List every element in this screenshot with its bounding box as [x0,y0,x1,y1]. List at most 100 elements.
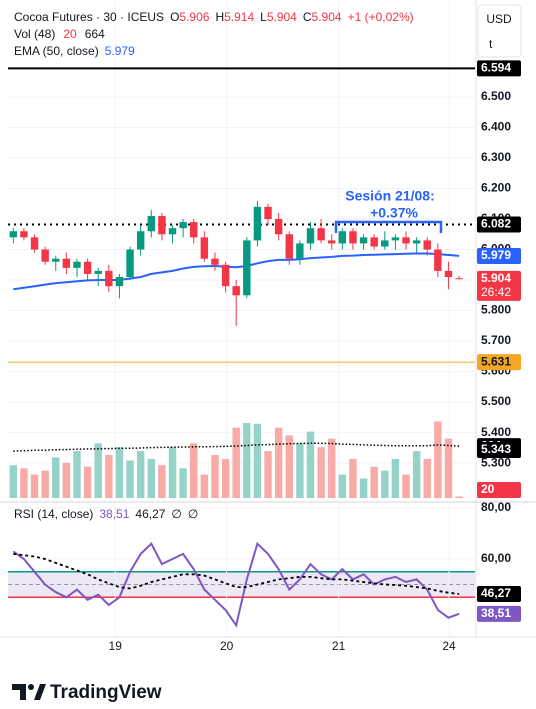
x-tick-label: 19 [109,639,123,653]
volume-bar [83,466,92,498]
candle-body [264,206,272,220]
candle-body [412,240,421,244]
candle-body [221,264,230,287]
high-value: 5.914 [224,10,254,24]
rsi-value-label-bg [477,586,521,603]
volume-bar [20,468,28,498]
x-tick-label: 20 [220,639,234,653]
price-level-label: 5.631 [481,354,511,368]
volume-bar [105,455,113,498]
rsi-value: 38,51 [99,507,129,521]
volume-bar [412,451,421,498]
low-value: 5.904 [267,10,297,24]
volume-bar [179,468,187,498]
candle-body [52,258,60,262]
currency-unit[interactable]: t [489,37,493,51]
currency[interactable]: USD [486,12,512,26]
logo[interactable]: TradingView [12,682,162,703]
candle-body [211,258,219,265]
price-level-label-bg [477,60,521,77]
price-level-label-bg [477,441,521,458]
candle-body [328,240,336,244]
volume-bar [126,460,134,498]
volume-bar [381,470,389,498]
candle-body [402,237,410,244]
volume-bar [200,474,209,498]
volume-bar [434,421,442,498]
volume-bar [253,423,262,498]
x-tick-label: 21 [332,639,346,653]
y-tick-label: 6.200 [481,181,511,195]
volume-ma-value: 664 [85,27,105,41]
candle-body [274,219,283,235]
volume-bar [190,443,198,498]
candle-body [296,243,304,259]
candle-body [349,231,357,244]
volume-bar [349,458,357,498]
candle-body [317,228,325,241]
logo-text[interactable]: TradingView [50,682,162,703]
candle-body [190,222,198,238]
candle-body [41,249,49,262]
rsi-legend: RSI (14, close) 38,51 46,27 ∅ ∅ [14,507,198,521]
volume-bar [455,496,463,498]
change-label: +1 (+0,02%) [348,10,414,24]
candle-body [9,231,18,238]
candle-body [338,231,347,244]
currency-box[interactable] [477,4,522,58]
open-value: 5.906 [179,10,209,24]
volume-bar [211,455,219,498]
ohlc-prefix: C [303,10,312,24]
candle-body [20,231,28,238]
ema-value: 5.979 [105,44,135,58]
volume-bar [168,447,177,498]
volume-bar [296,443,304,498]
candle-body [30,237,39,250]
candle-body [243,240,251,296]
price-level-label: 5.343 [481,442,511,456]
rsi-line [12,541,460,628]
countdown: 26:42 [481,285,511,299]
volume-bar [444,438,453,498]
volume-bar [30,474,39,498]
volume-bar [147,458,155,498]
candle-body [444,270,453,277]
candle-body [359,237,368,244]
rsi-ma-value: 46,27 [135,507,165,521]
candle-body [434,249,442,271]
y-tick-label: 5.800 [481,303,511,317]
volume-bar [402,474,410,498]
ohlc-prefix: O [170,10,179,24]
y-tick-label: 5.300 [481,455,511,469]
candle-body [455,278,463,280]
candle-body [391,237,400,241]
logo-icon[interactable] [34,684,46,700]
candle-body [126,249,134,277]
candle-body [179,222,187,229]
volume-bar [41,470,49,498]
rsi-value-label: 38,51 [481,606,511,620]
candle-body [168,228,177,235]
volume-bar [317,447,325,498]
y-tick-label: 5.400 [481,425,511,439]
volume-bar [73,451,81,498]
price-level-label: 6.594 [481,61,511,75]
logo-icon[interactable] [12,684,26,700]
volume-bar [264,451,272,498]
volume-label-bg [477,482,521,498]
logo-icon[interactable] [28,684,34,690]
candle-body [285,234,293,259]
candle-body [115,276,124,287]
volume-bar [158,465,166,498]
ema-legend: EMA (50, close) 5.979 [14,44,135,58]
volume-bar [52,457,60,498]
ohlc-prefix: H [215,10,224,24]
volume-bar [306,431,315,498]
candle-body [423,240,431,250]
volume-title: Vol (48) [14,27,55,41]
volume-bar [285,435,293,498]
main-legend: Cocoa Futures · 30 · ICEUS O5.906 H5.914 L5… [14,10,414,24]
rsi-extra: ∅ [171,507,181,521]
volume-bar [370,466,378,498]
marks-layer [8,67,475,628]
